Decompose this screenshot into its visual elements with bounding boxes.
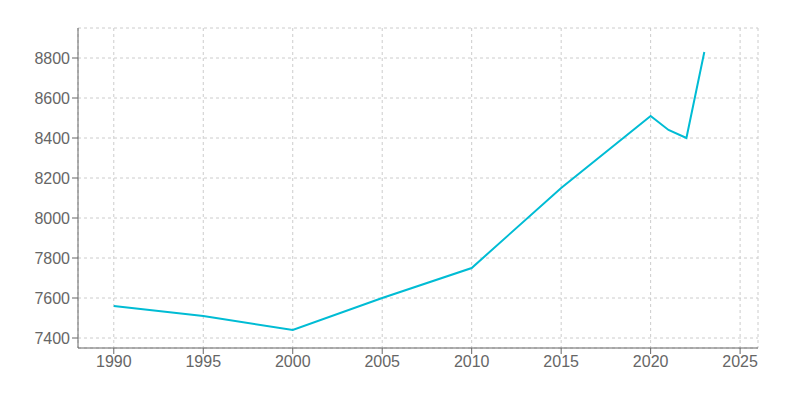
svg-text:7800: 7800 (34, 250, 70, 267)
svg-text:7600: 7600 (34, 290, 70, 307)
svg-text:1990: 1990 (96, 353, 132, 370)
svg-text:2020: 2020 (633, 353, 669, 370)
svg-text:2025: 2025 (722, 353, 758, 370)
svg-text:8200: 8200 (34, 170, 70, 187)
svg-text:2015: 2015 (543, 353, 579, 370)
svg-text:2010: 2010 (454, 353, 490, 370)
svg-text:8400: 8400 (34, 130, 70, 147)
svg-text:8600: 8600 (34, 90, 70, 107)
svg-text:8800: 8800 (34, 50, 70, 67)
svg-text:2000: 2000 (275, 353, 311, 370)
svg-text:2005: 2005 (364, 353, 400, 370)
svg-text:1995: 1995 (185, 353, 221, 370)
svg-text:7400: 7400 (34, 330, 70, 347)
svg-text:8000: 8000 (34, 210, 70, 227)
